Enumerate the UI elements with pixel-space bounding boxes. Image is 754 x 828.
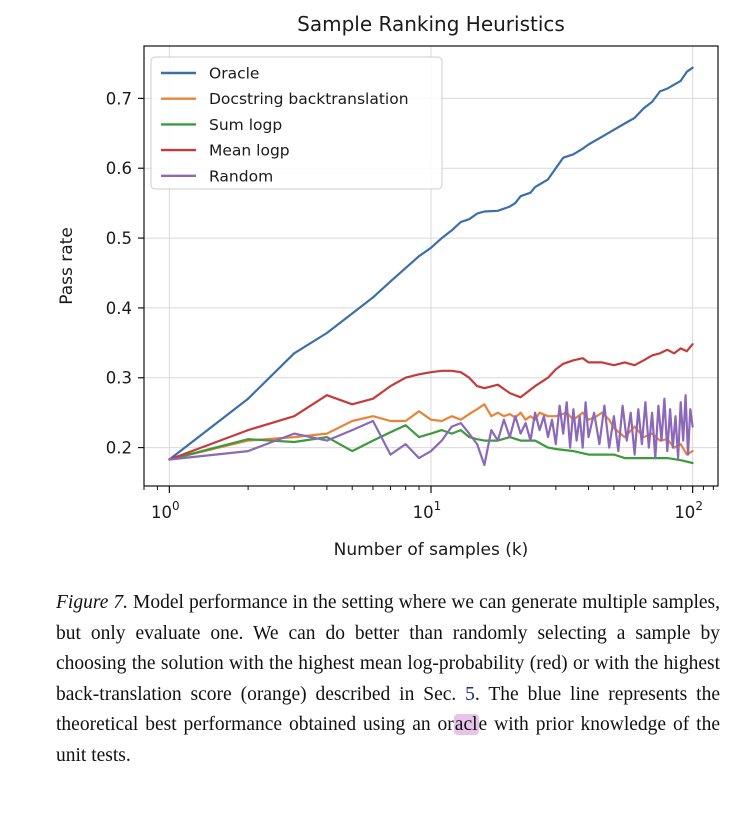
caption-highlight-post: e with prior knowledge of the unit tests… — [56, 714, 720, 766]
x-tick-label: 101 — [413, 499, 442, 522]
legend-label: Docstring backtranslation — [209, 90, 409, 108]
y-tick-label: 0.5 — [106, 229, 132, 248]
legend-label: Mean logp — [209, 142, 290, 160]
section-reference-link[interactable]: 5 — [465, 683, 475, 705]
x-axis-label: Number of samples (k) — [334, 540, 529, 560]
legend-label: Sum logp — [209, 116, 282, 134]
figure-caption: Figure 7. Model performance in the setti… — [56, 588, 720, 771]
caption-label: Figure 7. — [56, 592, 129, 613]
series-line-sum-logp — [168, 424, 694, 465]
chart-title: Sample Ranking Heuristics — [297, 12, 565, 36]
series-line-docstring-backtranslation — [168, 403, 694, 461]
chart: Sample Ranking Heuristics 0.20.30.40.50.… — [57, 12, 719, 560]
y-tick-label: 0.3 — [106, 369, 132, 388]
y-tick-label: 0.2 — [106, 439, 132, 458]
y-axis-label: Pass rate — [57, 227, 77, 305]
legend: Oracle Docstring backtranslation Sum logp M… — [150, 56, 443, 190]
y-tick-label: 0.4 — [106, 299, 132, 318]
series-line-random — [168, 394, 694, 467]
legend-label: Random — [209, 167, 273, 185]
series-line-mean-logp — [168, 343, 694, 461]
legend-box — [150, 56, 443, 190]
series-lines — [168, 66, 694, 467]
caption-highlight: acl — [453, 714, 479, 735]
axes: 0.2 0.3 0.4 0.5 0.6 0.7 100 101 102 — [106, 89, 714, 522]
series-line-oracle — [168, 66, 694, 461]
y-tick-label: 0.6 — [106, 159, 132, 178]
y-tick-label: 0.7 — [106, 89, 132, 108]
caption-text-1: Model performance in the setting where w… — [56, 592, 720, 705]
caption-text-2: . The blue line represents the theoretic… — [56, 683, 720, 736]
x-tick-label: 100 — [151, 499, 180, 522]
caption-highlight-pre: or — [437, 714, 454, 735]
legend-label: Oracle — [209, 65, 259, 83]
x-tick-label: 102 — [674, 499, 703, 522]
